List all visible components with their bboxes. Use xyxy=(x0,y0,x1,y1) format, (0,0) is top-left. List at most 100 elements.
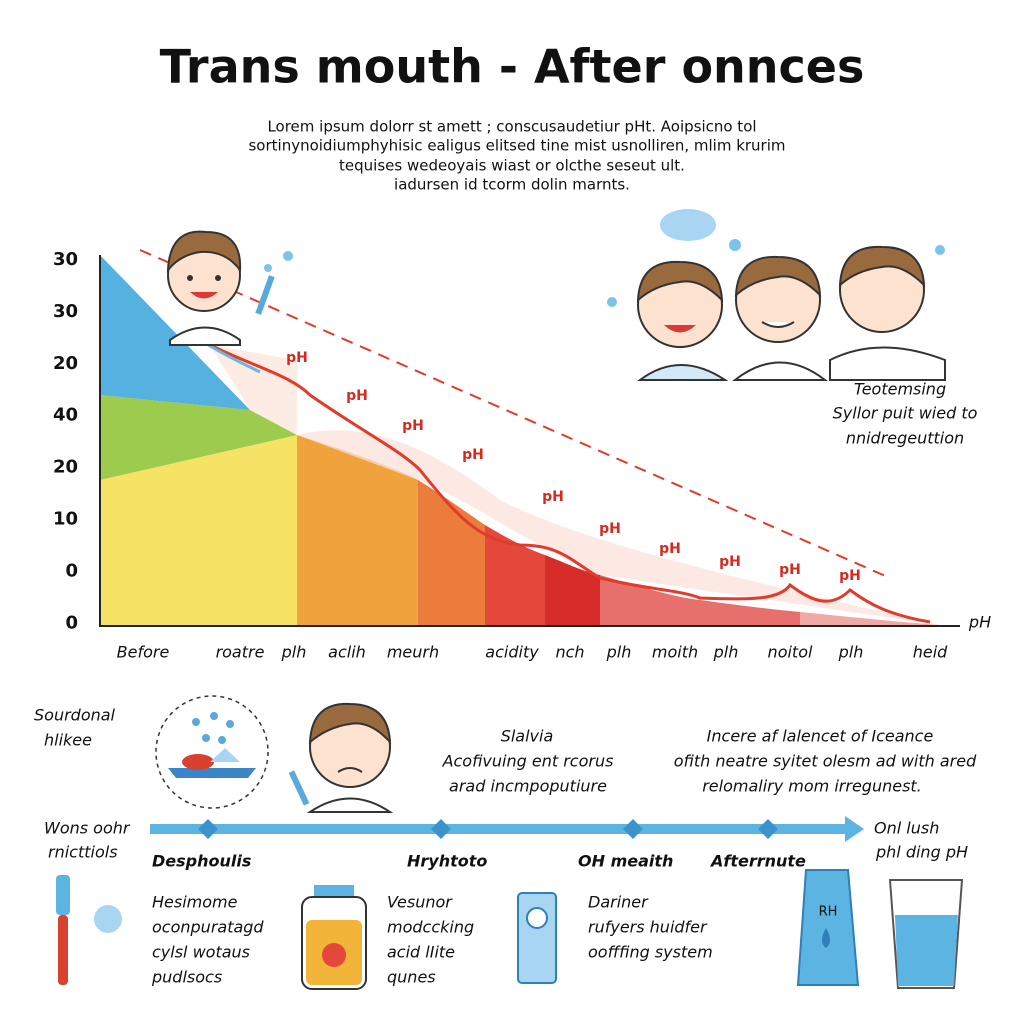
y-label: 30 xyxy=(53,249,78,270)
timeline xyxy=(150,816,864,842)
decoration xyxy=(100,395,297,480)
curve-label: pH xyxy=(462,447,484,463)
decoration xyxy=(166,230,242,274)
curve-label: pH xyxy=(402,418,424,434)
right-text: Incere af lalencet of Iceance xyxy=(707,727,934,746)
timeline-label: Afterrnute xyxy=(709,852,806,871)
left-label: rnicttiols xyxy=(48,843,118,862)
decoration xyxy=(660,209,716,241)
curve-label: pH xyxy=(839,568,861,584)
decoration xyxy=(288,770,310,806)
x-label: acidity xyxy=(485,643,539,662)
note-text: pudlsocs xyxy=(151,968,222,987)
decoration xyxy=(895,915,958,986)
decoration xyxy=(732,361,828,381)
x-label: plh xyxy=(606,643,632,662)
x-label: heid xyxy=(913,643,948,662)
decoration xyxy=(264,264,272,272)
note-text: oconpuratagd xyxy=(152,918,264,937)
decoration: Hesimome oconpuratagd cylsl wotaus pudlsocs… xyxy=(151,893,713,987)
decoration xyxy=(337,767,363,773)
note-text: oofffing system xyxy=(588,943,713,962)
curve-label: pH xyxy=(599,521,621,537)
x-label: meurh xyxy=(387,643,439,662)
note-text: Hesimome xyxy=(152,893,238,912)
x-label: plh xyxy=(713,643,739,662)
timeline-label: OH meaith xyxy=(578,852,673,871)
curve-label: pH xyxy=(779,562,801,578)
note-text: rufyers huidfer xyxy=(588,918,708,937)
decoration xyxy=(517,892,557,984)
tube-label: RH xyxy=(819,905,838,920)
decoration xyxy=(94,905,122,933)
note-text: cylsl wotaus xyxy=(152,943,250,962)
title: Trans mouth - After onnces xyxy=(160,40,865,94)
right-text: ofith neatre syitet olesm ad with ared xyxy=(674,752,977,771)
decoration xyxy=(226,720,234,728)
decoration xyxy=(308,702,392,745)
decoration xyxy=(58,915,68,985)
decoration xyxy=(209,343,931,624)
y-label: 0 xyxy=(65,560,78,581)
x-label: plh xyxy=(281,643,307,662)
decoration: pH pH pH pH pH pH pH pH pH pH xyxy=(286,350,861,584)
y-label: 10 xyxy=(53,509,78,530)
x-label: noitol xyxy=(768,643,813,662)
decoration: Before roatre plh aclih meurh acidity nch plh mo… xyxy=(117,643,948,662)
x-label: plh xyxy=(838,643,864,662)
side-note: nnidregeuttion xyxy=(846,429,964,448)
description-line: tequises wedeoyais wiast or olcthe seseu… xyxy=(339,157,685,175)
note-text: qunes xyxy=(387,968,436,987)
decoration xyxy=(100,255,250,410)
x-label: aclih xyxy=(328,643,366,662)
description-line: iadursen id tcorm dolin marnts. xyxy=(394,176,630,194)
decoration xyxy=(182,754,214,770)
note-text: acid lIite xyxy=(387,943,455,962)
timeline-label: Desphoulis xyxy=(152,852,251,871)
decoration xyxy=(168,768,256,778)
decoration xyxy=(210,712,218,720)
curve-label: pH xyxy=(346,388,368,404)
decoration: Lorem ipsum dolorr st amett ; conscusaud… xyxy=(248,118,785,194)
curve-label: pH xyxy=(542,489,564,505)
decoration xyxy=(306,797,394,813)
decoration xyxy=(169,326,241,346)
decoration xyxy=(100,435,297,625)
decoration xyxy=(198,819,218,839)
decoration xyxy=(829,346,946,381)
group-illustration xyxy=(607,209,946,381)
decoration: 30 30 20 40 20 10 0 0 xyxy=(53,249,78,633)
middle-text: Slalvia xyxy=(501,727,554,746)
decoration xyxy=(526,907,548,929)
decoration xyxy=(838,245,926,288)
decoration xyxy=(255,275,275,315)
decoration xyxy=(202,734,210,742)
right-text: relomaliry mom irregunest. xyxy=(702,777,922,796)
decoration xyxy=(796,869,860,986)
decoration xyxy=(636,260,724,303)
curve-label: pH xyxy=(286,350,308,366)
middle-text: Acofivuing ent rcorus xyxy=(442,752,614,771)
y-label: 40 xyxy=(53,405,78,426)
child-illustration xyxy=(166,230,293,346)
decoration xyxy=(729,239,741,251)
description-line: Lorem ipsum dolorr st amett ; conscusaud… xyxy=(267,118,756,136)
end-label: Onl lush xyxy=(874,819,939,838)
decoration xyxy=(283,251,293,261)
bottom-illustrations xyxy=(56,869,964,990)
curve-label: pH xyxy=(659,541,681,557)
decoration xyxy=(664,325,696,333)
note-text: modccking xyxy=(387,918,474,937)
decoration xyxy=(215,275,221,281)
x-label: nch xyxy=(555,643,584,662)
decoration xyxy=(623,819,643,839)
decoration xyxy=(187,275,193,281)
decoration xyxy=(210,345,297,435)
decoration xyxy=(607,297,617,307)
decoration xyxy=(190,292,218,299)
decoration xyxy=(822,928,830,948)
decoration xyxy=(210,748,240,762)
chart-areas xyxy=(99,249,960,627)
middle-text: arad incmpoputiure xyxy=(449,777,607,796)
